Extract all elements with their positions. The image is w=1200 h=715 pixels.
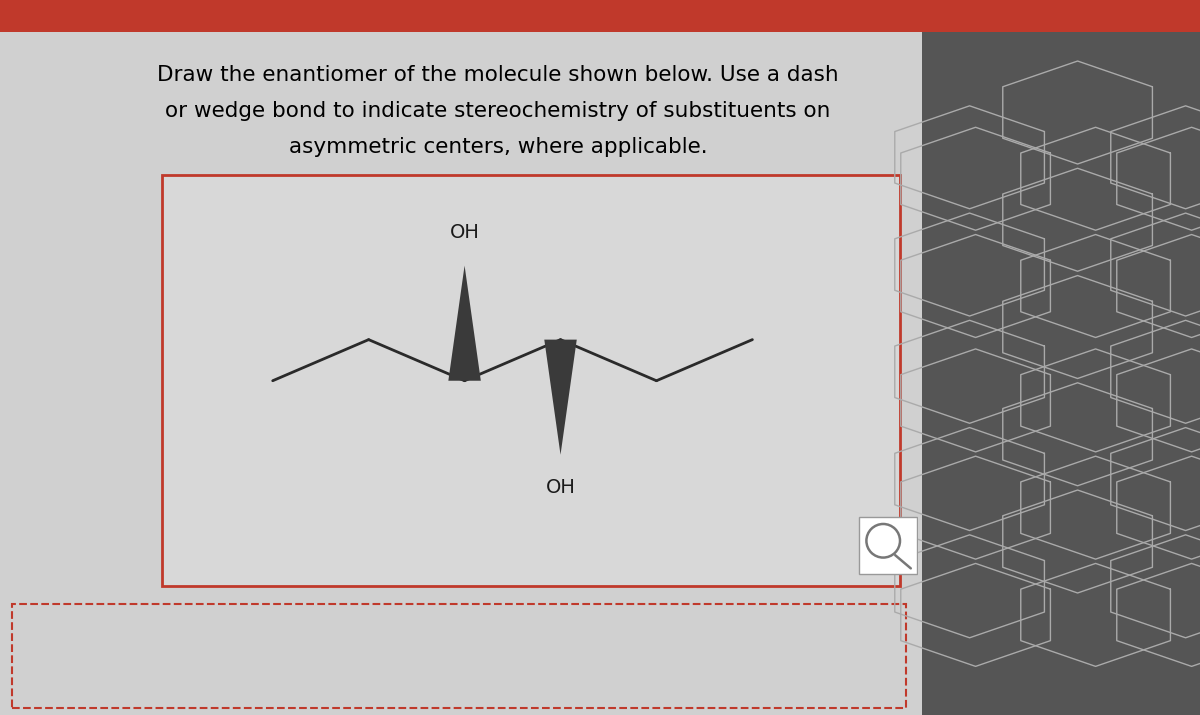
FancyBboxPatch shape	[859, 517, 917, 574]
Text: OH: OH	[450, 223, 480, 242]
FancyBboxPatch shape	[162, 175, 900, 586]
Polygon shape	[449, 266, 481, 381]
Text: OH: OH	[546, 478, 576, 497]
Polygon shape	[545, 340, 577, 455]
Text: Draw the enantiomer of the molecule shown below. Use a dash: Draw the enantiomer of the molecule show…	[157, 65, 839, 85]
Text: asymmetric centers, where applicable.: asymmetric centers, where applicable.	[289, 137, 707, 157]
Text: or wedge bond to indicate stereochemistry of substituents on: or wedge bond to indicate stereochemistr…	[166, 101, 830, 121]
Bar	[922, 0, 1200, 715]
Bar	[0, 0, 1200, 32]
